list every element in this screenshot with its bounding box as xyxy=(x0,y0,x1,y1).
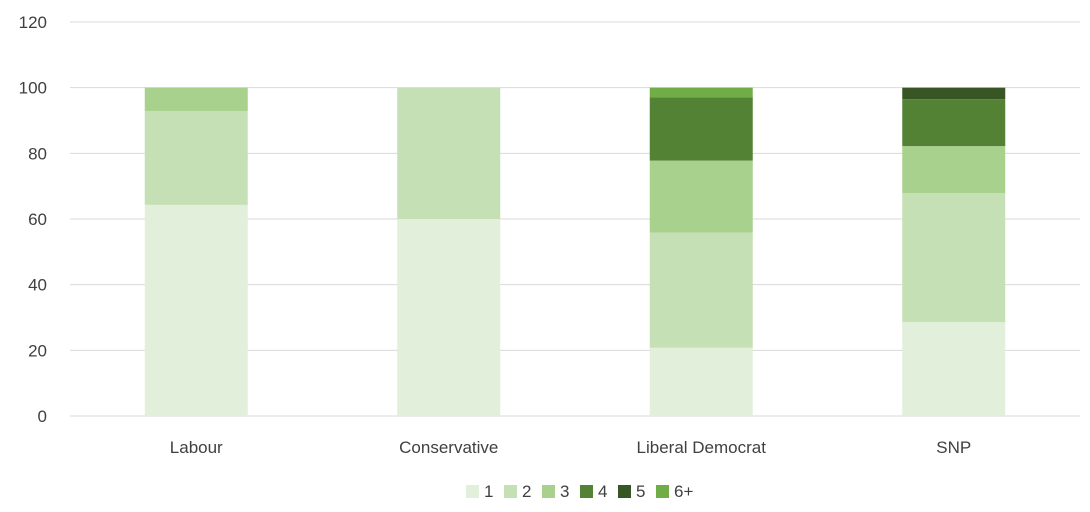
legend-swatch xyxy=(656,485,669,498)
legend-swatch xyxy=(618,485,631,498)
bar-segment xyxy=(397,87,501,220)
legend-item: 5 xyxy=(618,482,645,501)
legend-swatch xyxy=(504,485,517,498)
y-tick-label: 100 xyxy=(19,79,47,98)
legend-item: 4 xyxy=(580,482,607,501)
bar-segment xyxy=(649,347,753,416)
x-tick-label: Labour xyxy=(170,438,223,457)
bar-segment xyxy=(649,97,753,161)
y-tick-label: 120 xyxy=(19,13,47,32)
legend-item: 1 xyxy=(466,482,493,501)
bar-segment xyxy=(902,322,1006,416)
bar-segment xyxy=(144,204,248,416)
x-tick-label: SNP xyxy=(936,438,971,457)
legend-item: 2 xyxy=(504,482,531,501)
legend-swatch xyxy=(542,485,555,498)
legend-swatch xyxy=(466,485,479,498)
bar-segment xyxy=(902,99,1006,147)
x-tick-label: Conservative xyxy=(399,438,498,457)
legend-label: 1 xyxy=(484,482,493,501)
legend-label: 4 xyxy=(598,482,607,501)
bar-segment xyxy=(397,219,501,416)
bar-segment xyxy=(649,87,753,98)
bar-segment xyxy=(144,110,248,205)
y-tick-label: 0 xyxy=(38,407,47,426)
bar-segment xyxy=(144,87,248,111)
y-tick-label: 80 xyxy=(28,144,47,163)
legend-item: 6+ xyxy=(656,482,693,501)
x-tick-label: Liberal Democrat xyxy=(637,438,767,457)
bar-segment xyxy=(902,87,1006,100)
y-tick-label: 20 xyxy=(28,341,47,360)
legend-label: 5 xyxy=(636,482,645,501)
y-axis-ticks: 0 20 40 60 80 100 120 xyxy=(19,13,47,426)
bar-segment xyxy=(649,232,753,348)
legend-item: 3 xyxy=(542,482,569,501)
legend-swatch xyxy=(580,485,593,498)
x-axis-labels: Labour Conservative Liberal Democrat SNP xyxy=(170,438,971,457)
y-tick-label: 40 xyxy=(28,276,47,295)
bar-segment xyxy=(902,193,1006,323)
legend-label: 2 xyxy=(522,482,531,501)
bar-segment xyxy=(902,146,1006,194)
legend-label: 3 xyxy=(560,482,569,501)
bars xyxy=(144,87,1006,416)
legend-label: 6+ xyxy=(674,482,693,501)
bar-segment xyxy=(649,160,753,233)
legend: 1 2 3 4 5 6+ xyxy=(466,482,693,501)
y-tick-label: 60 xyxy=(28,210,47,229)
